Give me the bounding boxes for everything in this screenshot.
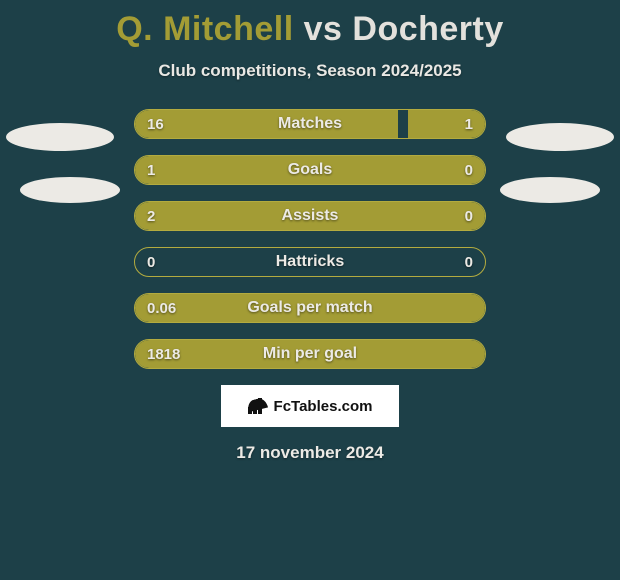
stat-label: Hattricks xyxy=(135,248,485,276)
source-logo: FcTables.com xyxy=(221,385,399,427)
stat-row: 20Assists xyxy=(134,201,486,231)
stat-label: Matches xyxy=(135,110,485,138)
stat-label: Goals xyxy=(135,156,485,184)
stat-bars: 161Matches 10Goals 20Assists 00Hattricks 0.0… xyxy=(134,109,486,369)
snapshot-date: 17 november 2024 xyxy=(0,443,620,463)
vs-separator: vs xyxy=(304,10,343,48)
source-logo-text: FcTables.com xyxy=(274,398,373,415)
stat-row: 0.06Goals per match xyxy=(134,293,486,323)
subtitle: Club competitions, Season 2024/2025 xyxy=(0,61,620,81)
stat-label: Assists xyxy=(135,202,485,230)
player1-name: Q. Mitchell xyxy=(116,10,293,48)
stat-row: 161Matches xyxy=(134,109,486,139)
bar-chart-icon xyxy=(248,398,268,414)
comparison-stage: 161Matches 10Goals 20Assists 00Hattricks 0.0… xyxy=(0,109,620,463)
player2-shadow-icon xyxy=(506,123,614,151)
stat-row: 00Hattricks xyxy=(134,247,486,277)
player1-shadow-icon xyxy=(6,123,114,151)
stat-label: Min per goal xyxy=(135,340,485,368)
player1-shadow-icon xyxy=(20,177,120,203)
player2-shadow-icon xyxy=(500,177,600,203)
stat-row: 1818Min per goal xyxy=(134,339,486,369)
stat-row: 10Goals xyxy=(134,155,486,185)
stat-label: Goals per match xyxy=(135,294,485,322)
comparison-title: Q. Mitchell vs Docherty xyxy=(0,0,620,49)
player2-name: Docherty xyxy=(352,10,503,48)
